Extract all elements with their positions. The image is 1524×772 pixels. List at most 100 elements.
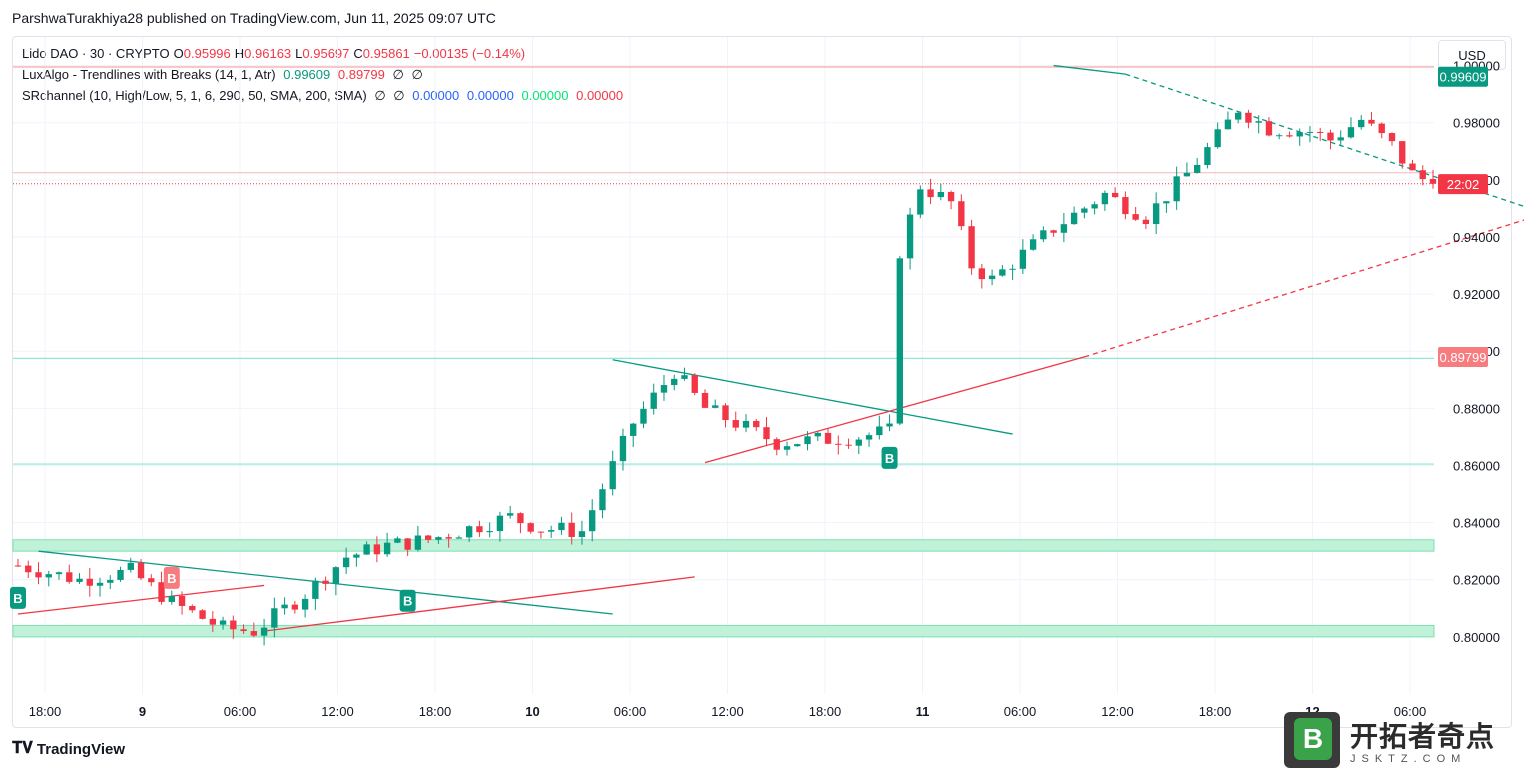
candle-body: [168, 596, 175, 602]
candle-body: [1070, 212, 1078, 225]
candle-body: [609, 461, 616, 490]
candle-body: [240, 629, 247, 632]
candle-body: [978, 268, 986, 280]
x-axis-tick-label: 18:00: [809, 704, 842, 719]
legend-close-label: C: [353, 46, 363, 61]
candle-body: [1081, 208, 1088, 213]
candle-body: [1358, 119, 1365, 128]
legend-symbol[interactable]: Lido DAO · 30 · CRYPTO: [22, 46, 170, 61]
x-axis-tick-label: 12:00: [711, 704, 744, 719]
x-axis-tick-label: 06:00: [1004, 704, 1037, 719]
candle-body: [1224, 119, 1232, 130]
y-axis-tick-label: 0.88000: [1453, 401, 1500, 416]
publish-header: ParshwaTurakhiya28 published on TradingV…: [12, 10, 496, 26]
indicator-name[interactable]: SRchannel (10, High/Low, 5, 1, 6, 290, 5…: [22, 88, 367, 103]
indicator-value: 0.99609: [283, 67, 331, 82]
trendline-down: [1053, 64, 1126, 75]
trendline-up: [17, 584, 265, 615]
candle-body: [527, 523, 534, 532]
chart-frame[interactable]: [12, 36, 1512, 728]
candle-body: [1101, 192, 1109, 205]
legend-low-label: L: [295, 46, 303, 61]
legend-indicator-trendlines[interactable]: LuxAlgo - Trendlines with Breaks (14, 1,…: [22, 67, 427, 83]
candle-body: [1091, 204, 1098, 209]
candle-body: [783, 446, 791, 450]
indicator-name[interactable]: LuxAlgo - Trendlines with Breaks (14, 1,…: [22, 67, 276, 82]
candle-body: [1060, 224, 1068, 233]
candle-body: [1347, 127, 1355, 138]
legend-symbol-row[interactable]: Lido DAO · 30 · CRYPTO O0.95996 H0.96163 L 0…: [22, 46, 529, 61]
tradingview-logo[interactable]: 𝐓𝐕 TradingView: [12, 740, 125, 758]
indicator-value: 0.00000: [466, 88, 514, 103]
candle-body: [342, 557, 350, 568]
signal-label: B: [13, 591, 22, 606]
indicator-value: 0.00000: [521, 88, 569, 103]
watermark-url: JSKTZ.COM: [1350, 753, 1467, 765]
support-zone: [12, 624, 1435, 638]
candle-body: [896, 258, 903, 424]
indicator-value: 0.00000: [412, 88, 460, 103]
candle-body: [45, 574, 52, 578]
candle-body: [96, 582, 104, 586]
signal-label: B: [403, 594, 412, 609]
candle-body: [742, 420, 750, 428]
x-axis-tick-label: 06:00: [1394, 704, 1427, 719]
candle-body: [455, 537, 463, 539]
candle-body: [937, 191, 945, 198]
candle-body: [906, 214, 914, 259]
watermark-logo-icon: B: [1284, 712, 1340, 768]
y-axis-tick-label: 0.84000: [1453, 516, 1500, 531]
currency-button[interactable]: USD: [1438, 40, 1506, 70]
price-tag-upper-trend-text: 0.99609: [1440, 70, 1487, 85]
price-tag-lower-trend-text: 0.89799: [1440, 350, 1487, 365]
candle-body: [404, 538, 411, 550]
candle-body: [55, 572, 63, 575]
candle-body: [660, 385, 668, 393]
candle-body: [671, 378, 678, 386]
candle-body: [1327, 132, 1334, 141]
legend-indicator-srchannel[interactable]: SRchannel (10, High/Low, 5, 1, 6, 290, 5…: [22, 88, 627, 104]
y-axis-tick-label: 0.92000: [1453, 287, 1500, 302]
candle-body: [1029, 239, 1037, 250]
trendline-down-projection: [1125, 73, 1524, 208]
candle-body: [701, 392, 709, 408]
candle-body: [722, 405, 729, 421]
trendline-up: [704, 356, 1085, 464]
candle-body: [640, 408, 647, 424]
candle-body: [322, 580, 329, 584]
signal-badge: [163, 566, 180, 589]
watermark: B 开拓者奇点 JSKTZ.COM: [1284, 712, 1495, 768]
signal-label: B: [885, 451, 894, 466]
candle-body: [86, 578, 93, 586]
candle-body: [1009, 268, 1016, 270]
candle-body: [845, 444, 852, 446]
candle-body: [1019, 249, 1027, 269]
candle-body: [363, 544, 370, 555]
candle-body: [589, 510, 596, 532]
tradingview-brand: TradingView: [36, 740, 126, 758]
candle-body: [117, 569, 124, 580]
legend-close: 0.95861: [362, 46, 410, 61]
candle-body: [1255, 121, 1262, 123]
indicator-value: 0.89799: [337, 67, 385, 82]
candle-body: [619, 435, 627, 462]
candle-body: [1152, 203, 1160, 225]
candle-body: [1235, 112, 1242, 120]
candle-body: [312, 580, 319, 599]
price-tag-countdown: [1438, 174, 1488, 195]
candle-body: [917, 189, 924, 215]
candle-body: [373, 544, 381, 555]
candle-body: [1163, 201, 1170, 204]
candle-body: [1050, 230, 1057, 233]
candle-body: [1306, 131, 1314, 133]
legend-open: 0.95996: [183, 46, 231, 61]
candle-body: [199, 610, 206, 619]
candle-body: [148, 578, 155, 583]
candle-body: [1111, 192, 1119, 198]
candle-body: [230, 620, 237, 630]
candle-body: [814, 432, 821, 437]
candle-body: [968, 226, 975, 269]
candle-body: [291, 604, 299, 610]
candle-body: [35, 572, 42, 578]
